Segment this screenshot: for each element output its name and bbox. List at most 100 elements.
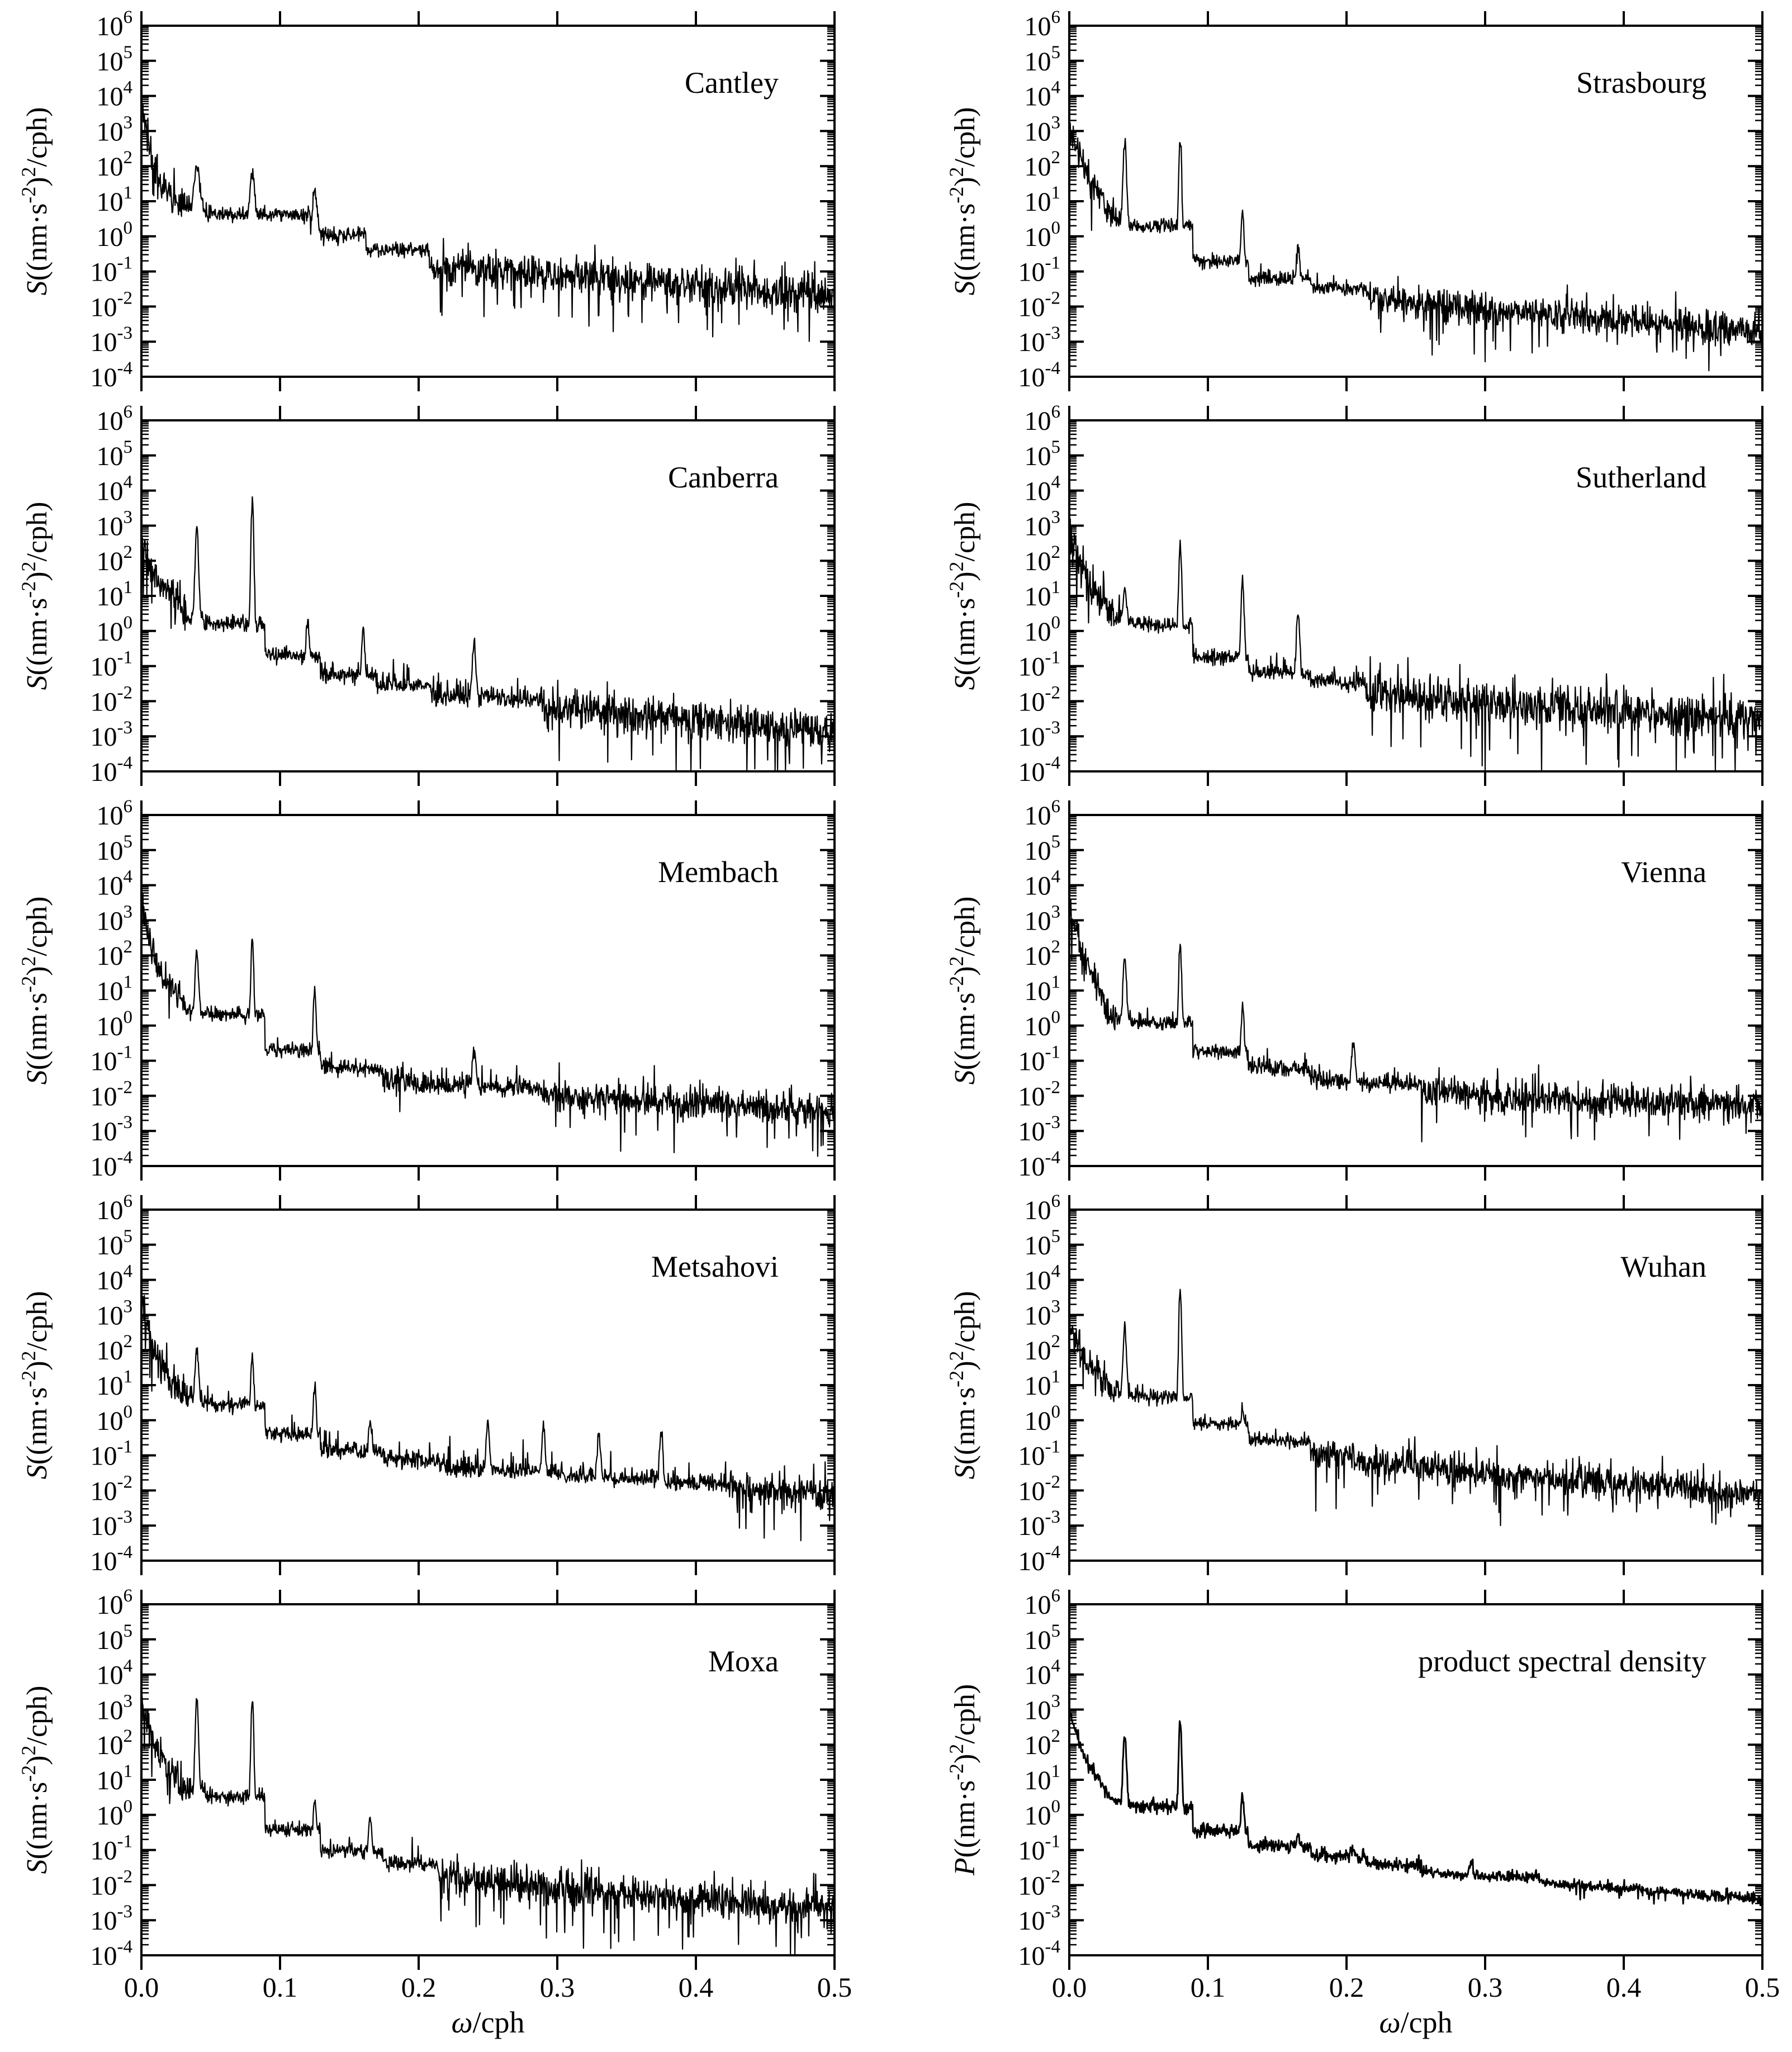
y-tick-label: 10-4 — [91, 358, 133, 392]
panel-title: Vienna — [1621, 855, 1706, 889]
x-tick-label: 0.4 — [679, 1972, 714, 2003]
y-tick-label: 105 — [1025, 42, 1061, 77]
y-tick-label: 100 — [1025, 613, 1061, 647]
y-tick-label: 10-3 — [1018, 323, 1061, 357]
y-tick-label: 10-3 — [1018, 1507, 1061, 1541]
y-tick-label: 104 — [1025, 867, 1061, 901]
x-tick-label: 0.0 — [124, 1972, 159, 2003]
spectrum-series — [140, 1291, 836, 1542]
x-tick-label: 0.2 — [1329, 1972, 1364, 2003]
y-tick-label: 100 — [97, 1797, 133, 1831]
y-tick-label: 10-3 — [1018, 1112, 1061, 1146]
y-tick-label: 10-4 — [91, 1148, 133, 1182]
y-tick-label: 10-1 — [1018, 1437, 1061, 1471]
x-axis-label: ω/cph — [451, 2006, 524, 2039]
y-tick-label: 102 — [97, 1726, 133, 1760]
y-tick-label: 101 — [97, 577, 133, 612]
y-tick-label: 106 — [97, 1586, 133, 1620]
panel-title: Moxa — [708, 1645, 779, 1678]
y-tick-label: 102 — [97, 1331, 133, 1366]
y-tick-label: 103 — [97, 1691, 133, 1725]
spectrum-series — [1068, 518, 1763, 771]
y-tick-label: 10-2 — [1018, 1077, 1061, 1111]
y-tick-label: 100 — [97, 1007, 133, 1041]
y-tick-label: 10-3 — [91, 718, 133, 752]
y-tick-label: 104 — [97, 867, 133, 901]
x-tick-label: 0.3 — [1468, 1972, 1503, 2003]
y-tick-label: 10-4 — [1018, 753, 1061, 787]
x-tick-label: 0.4 — [1606, 1972, 1642, 2003]
spectrum-series — [1068, 898, 1763, 1143]
panel-title: Sutherland — [1576, 461, 1706, 494]
y-axis-label: S((nm·s-2)2/cph) — [945, 502, 981, 690]
y-tick-label: 10-1 — [91, 1042, 133, 1077]
spectrum-series — [1068, 1709, 1763, 1907]
panel-moxa: 0.0 0.1 0.2 0.3 0.4 0.5 10-410-310-210-1100101… — [17, 1586, 852, 2039]
y-tick-label: 102 — [97, 937, 133, 971]
y-tick-label: 105 — [1025, 1226, 1061, 1260]
y-tick-label: 10-3 — [91, 1112, 133, 1146]
y-tick-label: 101 — [1025, 1761, 1061, 1795]
y-tick-label: 10-2 — [91, 288, 133, 322]
y-tick-label: 106 — [97, 1191, 133, 1225]
y-tick-label: 100 — [1025, 1797, 1061, 1831]
y-tick-label: 105 — [97, 42, 133, 77]
y-tick-label: 105 — [97, 1621, 133, 1655]
y-tick-label: 105 — [1025, 832, 1061, 866]
y-tick-label: 105 — [97, 832, 133, 866]
y-tick-label: 106 — [1025, 1586, 1061, 1620]
x-tick-label: 0.1 — [1191, 1972, 1226, 2003]
y-tick-label: 100 — [1025, 1402, 1061, 1436]
y-tick-label: 104 — [97, 472, 133, 506]
spectrum-series — [1068, 122, 1763, 372]
y-tick-label: 100 — [1025, 1007, 1061, 1041]
spectrum-series — [140, 1692, 836, 1955]
x-tick-label: 0.3 — [540, 1972, 575, 2003]
y-tick-label: 100 — [97, 613, 133, 647]
y-axis-label: S((nm·s-2)2/cph) — [17, 107, 53, 296]
y-tick-label: 101 — [97, 1367, 133, 1401]
y-tick-label: 103 — [1025, 112, 1061, 146]
y-tick-label: 103 — [97, 507, 133, 541]
y-tick-label: 104 — [97, 1262, 133, 1296]
y-tick-label: 101 — [97, 972, 133, 1006]
x-axis-label: ω/cph — [1379, 2006, 1452, 2039]
y-tick-label: 101 — [97, 1761, 133, 1795]
y-tick-label: 10-1 — [91, 253, 133, 287]
y-tick-label: 102 — [1025, 937, 1061, 971]
y-tick-label: 102 — [97, 542, 133, 576]
y-axis-label: S((nm·s-2)2/cph) — [17, 1291, 53, 1480]
y-tick-label: 103 — [97, 902, 133, 936]
y-tick-label: 104 — [1025, 1262, 1061, 1296]
y-axis-label: S((nm·s-2)2/cph) — [945, 107, 981, 296]
y-tick-label: 100 — [1025, 218, 1061, 252]
y-tick-label: 106 — [97, 402, 133, 436]
y-tick-label: 105 — [1025, 1621, 1061, 1655]
y-tick-label: 10-3 — [1018, 718, 1061, 752]
y-tick-label: 103 — [1025, 1691, 1061, 1725]
y-tick-label: 10-1 — [1018, 648, 1061, 682]
y-axis-label: S((nm·s-2)2/cph) — [945, 1291, 981, 1480]
y-tick-label: 104 — [1025, 472, 1061, 506]
y-tick-label: 103 — [1025, 1296, 1061, 1330]
y-axis-label: S((nm·s-2)2/cph) — [17, 1686, 53, 1874]
panel-title: Metsahovi — [651, 1250, 779, 1283]
y-tick-label: 105 — [1025, 437, 1061, 471]
y-tick-label: 10-1 — [1018, 1042, 1061, 1077]
y-tick-label: 102 — [97, 148, 133, 182]
y-tick-label: 10-2 — [91, 1077, 133, 1111]
y-tick-label: 10-2 — [1018, 1866, 1061, 1901]
y-tick-label: 10-2 — [91, 1472, 133, 1506]
y-tick-label: 10-4 — [1018, 1542, 1061, 1576]
y-tick-label: 106 — [1025, 1191, 1061, 1225]
y-tick-label: 10-2 — [1018, 1472, 1061, 1506]
y-tick-label: 10-4 — [91, 1542, 133, 1576]
